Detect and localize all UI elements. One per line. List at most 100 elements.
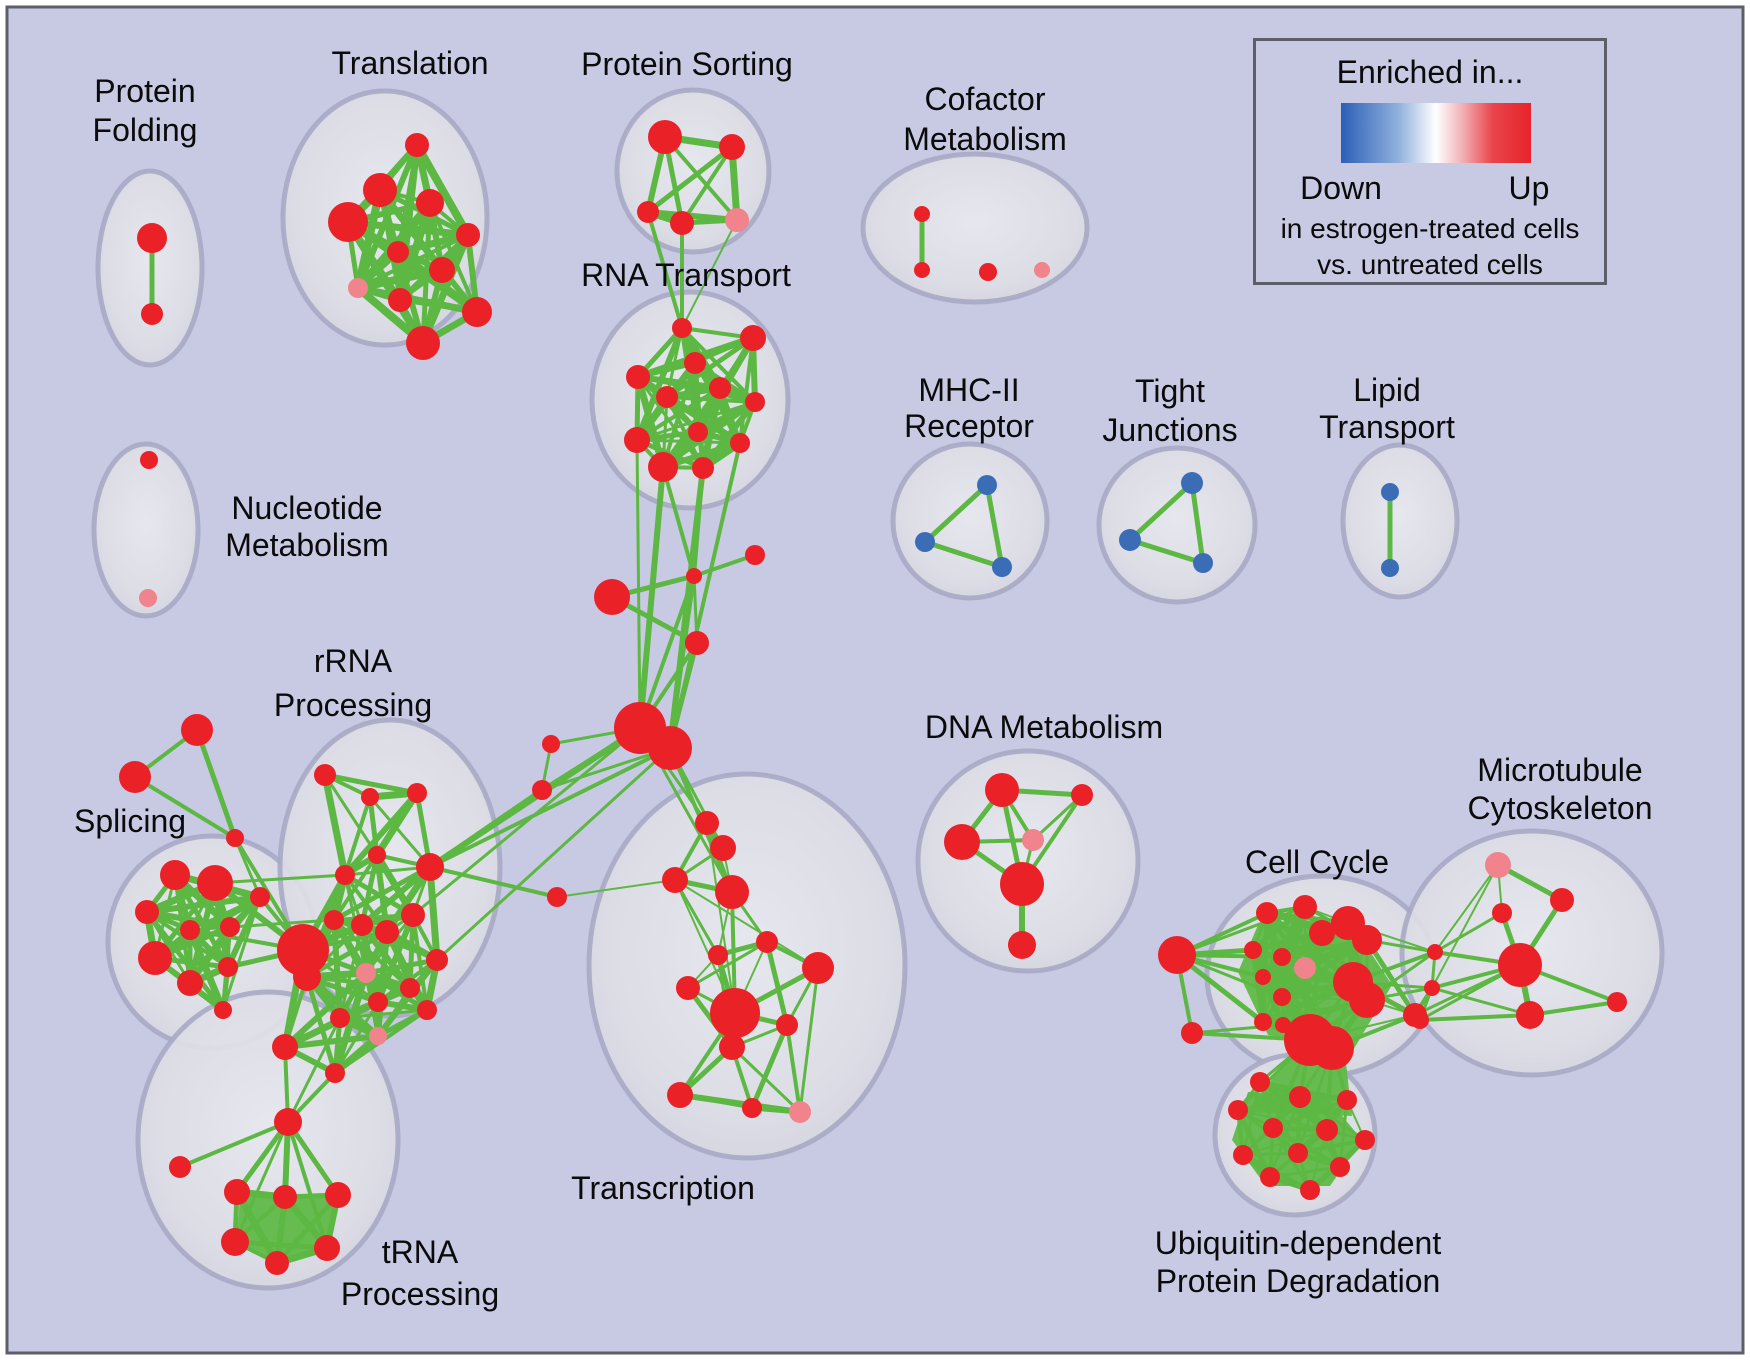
gene-set-node[interactable] [685, 631, 709, 655]
gene-set-node[interactable] [1273, 988, 1291, 1006]
gene-set-node[interactable] [351, 914, 373, 936]
gene-set-node[interactable] [277, 924, 329, 976]
gene-set-node[interactable] [1181, 472, 1203, 494]
gene-set-node[interactable] [220, 917, 240, 937]
gene-set-node[interactable] [273, 1185, 297, 1209]
gene-set-node[interactable] [462, 297, 492, 327]
gene-set-node[interactable] [710, 988, 760, 1038]
gene-set-node[interactable] [137, 223, 167, 253]
gene-set-node[interactable] [662, 867, 688, 893]
gene-set-node[interactable] [1316, 1119, 1338, 1141]
gene-set-node[interactable] [672, 318, 692, 338]
gene-set-node[interactable] [985, 773, 1019, 807]
gene-set-node[interactable] [325, 1063, 345, 1083]
gene-set-node[interactable] [348, 278, 368, 298]
gene-set-node[interactable] [745, 545, 765, 565]
gene-set-node[interactable] [914, 262, 930, 278]
gene-set-node[interactable] [141, 303, 163, 325]
gene-set-node[interactable] [1485, 852, 1511, 878]
gene-set-node[interactable] [979, 263, 997, 281]
gene-set-node[interactable] [756, 931, 778, 953]
gene-set-node[interactable] [250, 887, 270, 907]
gene-set-node[interactable] [624, 427, 650, 453]
gene-set-node[interactable] [330, 1008, 350, 1028]
gene-set-node[interactable] [684, 352, 706, 374]
gene-set-node[interactable] [181, 714, 213, 746]
gene-set-node[interactable] [119, 761, 151, 793]
gene-set-node[interactable] [719, 1034, 745, 1060]
gene-set-node[interactable] [1244, 941, 1262, 959]
gene-set-node[interactable] [1250, 1072, 1270, 1092]
gene-set-node[interactable] [1158, 936, 1196, 974]
gene-set-node[interactable] [139, 589, 157, 607]
gene-set-node[interactable] [709, 377, 731, 399]
gene-set-node[interactable] [740, 325, 766, 351]
gene-set-node[interactable] [1233, 1145, 1253, 1165]
gene-set-node[interactable] [1516, 1001, 1544, 1029]
gene-set-node[interactable] [417, 1000, 437, 1020]
gene-set-node[interactable] [1337, 1090, 1357, 1110]
gene-set-node[interactable] [745, 392, 765, 412]
gene-set-node[interactable] [314, 1235, 340, 1261]
gene-set-node[interactable] [135, 900, 159, 924]
gene-set-node[interactable] [1193, 553, 1213, 573]
gene-set-node[interactable] [637, 201, 659, 223]
gene-set-node[interactable] [1309, 920, 1335, 946]
gene-set-node[interactable] [532, 780, 552, 800]
gene-set-node[interactable] [1008, 931, 1036, 959]
gene-set-node[interactable] [138, 941, 172, 975]
gene-set-node[interactable] [325, 1182, 351, 1208]
gene-set-node[interactable] [140, 451, 158, 469]
gene-set-node[interactable] [626, 365, 650, 389]
gene-set-node[interactable] [368, 992, 388, 1012]
gene-set-node[interactable] [730, 433, 750, 453]
gene-set-node[interactable] [670, 211, 694, 235]
gene-set-node[interactable] [1330, 1157, 1350, 1177]
gene-set-node[interactable] [293, 963, 321, 991]
gene-set-node[interactable] [375, 920, 399, 944]
gene-set-node[interactable] [1022, 829, 1044, 851]
gene-set-node[interactable] [1550, 888, 1574, 912]
gene-set-node[interactable] [1288, 1143, 1308, 1163]
gene-set-node[interactable] [992, 557, 1012, 577]
gene-set-node[interactable] [1255, 969, 1271, 985]
gene-set-node[interactable] [221, 1228, 249, 1256]
gene-set-node[interactable] [324, 910, 344, 930]
gene-set-node[interactable] [802, 952, 834, 984]
gene-set-node[interactable] [265, 1251, 289, 1275]
gene-set-node[interactable] [1034, 262, 1050, 278]
gene-set-node[interactable] [429, 257, 455, 283]
gene-set-node[interactable] [177, 970, 203, 996]
gene-set-node[interactable] [1263, 1118, 1283, 1138]
gene-set-node[interactable] [667, 1082, 693, 1108]
gene-set-node[interactable] [719, 134, 745, 160]
gene-set-node[interactable] [274, 1108, 302, 1136]
gene-set-node[interactable] [977, 475, 997, 495]
gene-set-node[interactable] [226, 829, 244, 847]
gene-set-node[interactable] [1427, 944, 1443, 960]
gene-set-node[interactable] [1228, 1100, 1248, 1120]
gene-set-node[interactable] [1181, 1022, 1203, 1044]
gene-set-node[interactable] [456, 223, 480, 247]
gene-set-node[interactable] [369, 1027, 387, 1045]
gene-set-node[interactable] [214, 1001, 232, 1019]
gene-set-node[interactable] [1607, 992, 1627, 1012]
gene-set-node[interactable] [688, 422, 708, 442]
gene-set-node[interactable] [648, 726, 692, 770]
gene-set-node[interactable] [356, 963, 376, 983]
gene-set-node[interactable] [387, 241, 409, 263]
gene-set-node[interactable] [388, 288, 412, 312]
gene-set-node[interactable] [180, 920, 200, 940]
gene-set-node[interactable] [1411, 1011, 1429, 1029]
gene-set-node[interactable] [1498, 943, 1542, 987]
gene-set-node[interactable] [692, 457, 714, 479]
gene-set-node[interactable] [1352, 925, 1382, 955]
gene-set-node[interactable] [1492, 903, 1512, 923]
gene-set-node[interactable] [363, 173, 397, 207]
gene-set-node[interactable] [708, 945, 728, 965]
gene-set-node[interactable] [416, 853, 444, 881]
gene-set-node[interactable] [710, 835, 736, 861]
gene-set-node[interactable] [648, 120, 682, 154]
gene-set-node[interactable] [725, 208, 749, 232]
gene-set-node[interactable] [1294, 957, 1316, 979]
